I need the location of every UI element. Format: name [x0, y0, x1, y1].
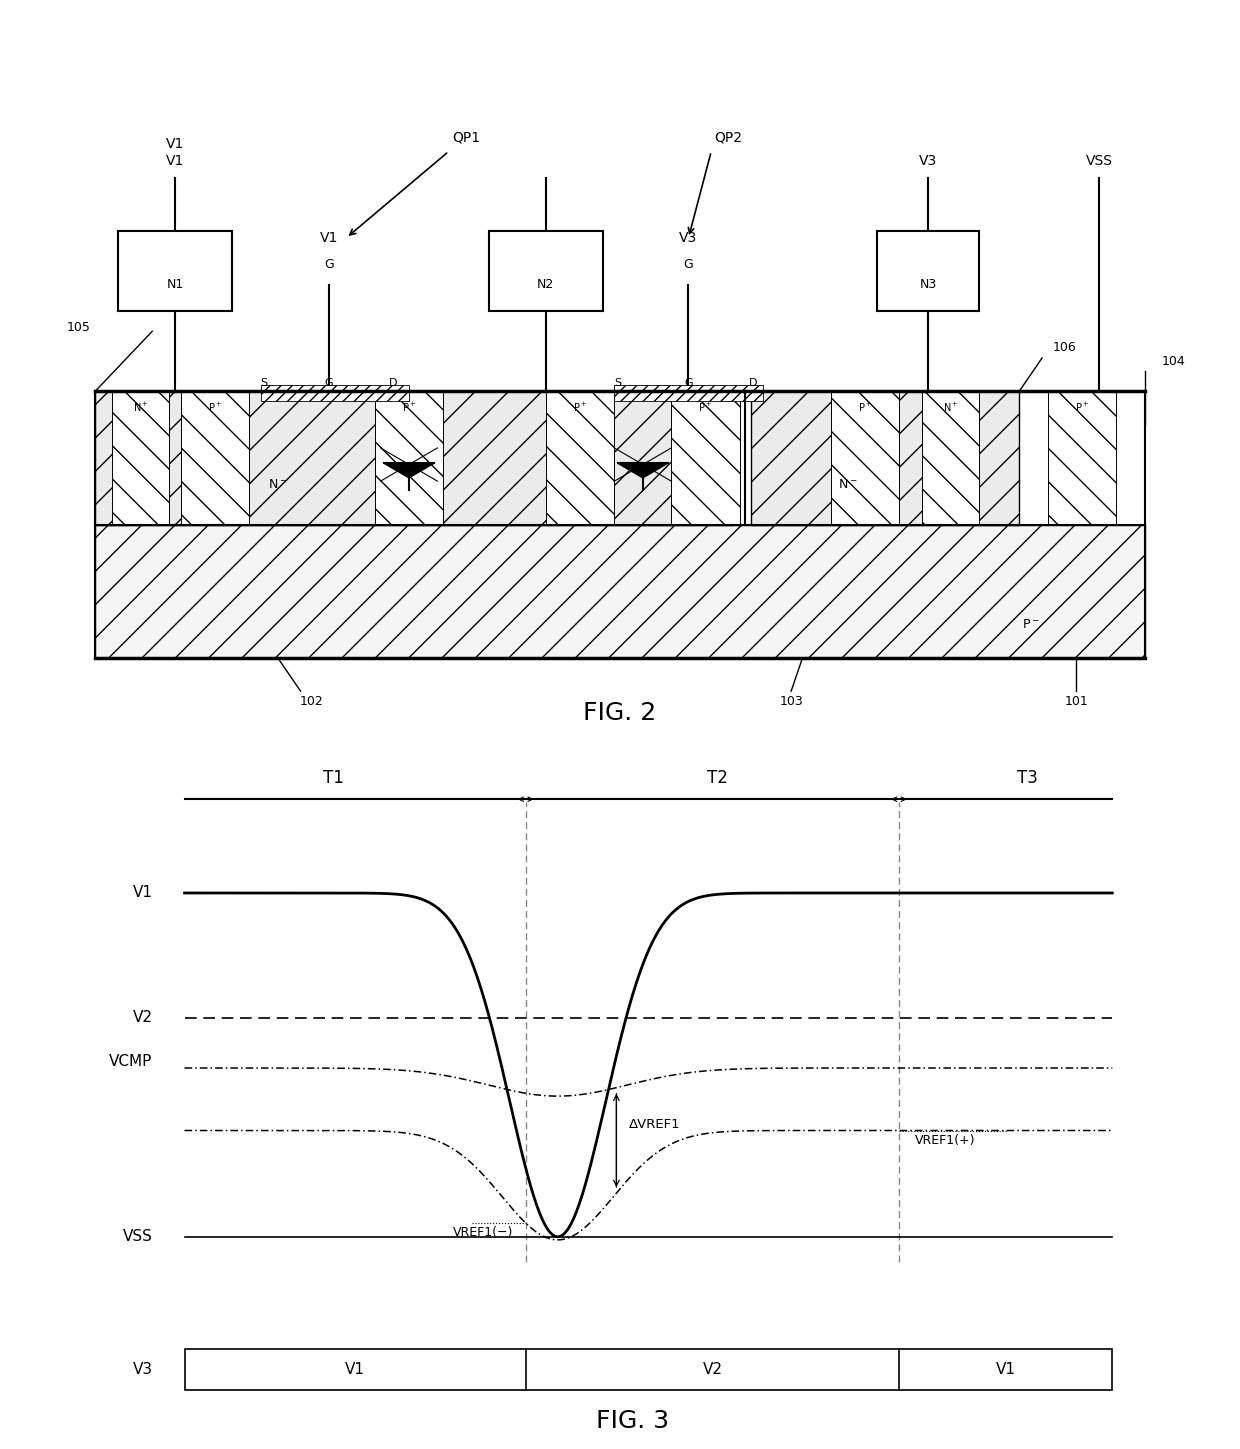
- Bar: [260, 384, 409, 401]
- Text: 104: 104: [1162, 355, 1185, 368]
- Text: N$^-$: N$^-$: [838, 478, 858, 491]
- Text: V2: V2: [702, 1362, 723, 1377]
- Text: G: G: [324, 258, 334, 271]
- Polygon shape: [618, 464, 668, 478]
- Text: P$^+$: P$^+$: [1075, 401, 1089, 414]
- Text: N1: N1: [166, 278, 184, 291]
- Text: N3: N3: [919, 278, 936, 291]
- Text: VREF1(+): VREF1(+): [915, 1133, 976, 1146]
- Text: N$^+$: N$^+$: [133, 401, 149, 414]
- Bar: [113, 391, 170, 525]
- Text: G: G: [683, 258, 693, 271]
- Text: D: D: [389, 378, 398, 388]
- Text: V3: V3: [919, 154, 937, 168]
- Text: V3: V3: [680, 230, 698, 245]
- Text: 106: 106: [1053, 342, 1076, 355]
- Text: ΔVREF1: ΔVREF1: [629, 1119, 681, 1132]
- Text: T1: T1: [324, 769, 345, 787]
- Text: V1: V1: [166, 154, 185, 168]
- Text: QP2: QP2: [714, 130, 743, 145]
- Polygon shape: [384, 464, 434, 478]
- Bar: [489, 232, 603, 312]
- Bar: [751, 391, 1019, 525]
- Bar: [671, 391, 740, 525]
- Text: D: D: [749, 378, 756, 388]
- Text: T2: T2: [707, 769, 728, 787]
- Bar: [374, 391, 443, 525]
- Text: 101: 101: [1064, 694, 1089, 707]
- Text: S: S: [260, 378, 268, 388]
- Text: P$^+$: P$^+$: [208, 401, 222, 414]
- Text: T3: T3: [1017, 769, 1038, 787]
- Bar: [95, 525, 1145, 658]
- Text: V2: V2: [133, 1010, 153, 1026]
- Text: 103: 103: [779, 694, 804, 707]
- Text: G: G: [325, 378, 334, 388]
- Bar: [923, 391, 980, 525]
- Text: V1: V1: [166, 138, 185, 151]
- Bar: [546, 391, 614, 525]
- Text: P$^-$: P$^-$: [1022, 619, 1039, 630]
- Text: VSS: VSS: [1086, 154, 1112, 168]
- Text: VCMP: VCMP: [109, 1055, 153, 1069]
- Text: VSS: VSS: [123, 1229, 153, 1245]
- Text: V1: V1: [345, 1362, 365, 1377]
- Bar: [877, 232, 980, 312]
- Text: V1: V1: [320, 230, 339, 245]
- Text: 102: 102: [300, 694, 324, 707]
- Text: P$^+$: P$^+$: [858, 401, 873, 414]
- Text: N2: N2: [537, 278, 554, 291]
- Bar: [614, 384, 763, 401]
- Bar: [95, 391, 734, 525]
- Text: N$^+$: N$^+$: [944, 401, 959, 414]
- Text: G: G: [684, 378, 693, 388]
- Text: P$^+$: P$^+$: [402, 401, 417, 414]
- Text: 105: 105: [66, 322, 91, 335]
- Text: FIG. 2: FIG. 2: [583, 700, 657, 724]
- Text: QP1: QP1: [451, 130, 480, 145]
- Text: P$^+$: P$^+$: [698, 401, 713, 414]
- Text: V3: V3: [133, 1362, 153, 1377]
- Bar: [181, 391, 249, 525]
- Text: VREF1(−): VREF1(−): [453, 1226, 513, 1239]
- Text: S: S: [614, 378, 621, 388]
- Bar: [831, 391, 899, 525]
- Text: V1: V1: [996, 1362, 1016, 1377]
- Text: P$^+$: P$^+$: [573, 401, 588, 414]
- Text: FIG. 3: FIG. 3: [596, 1408, 668, 1433]
- Bar: [1048, 391, 1116, 525]
- Text: N$^-$: N$^-$: [268, 478, 288, 491]
- Bar: [118, 232, 232, 312]
- Bar: [185, 1349, 1112, 1390]
- Text: V1: V1: [133, 885, 153, 900]
